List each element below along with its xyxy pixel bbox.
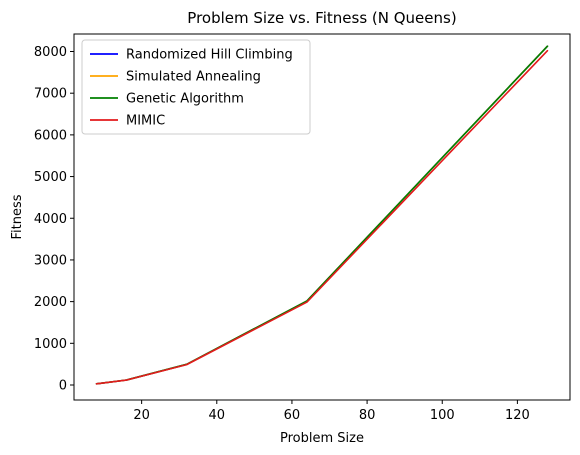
legend: Randomized Hill Climbing Simulated Anneal… xyxy=(81,39,311,135)
series-lines xyxy=(95,45,549,385)
legend-label: Simulated Annealing xyxy=(126,70,261,85)
y-tick-label: 0 xyxy=(59,378,67,393)
y-tick-label: 4000 xyxy=(34,212,67,227)
chart-title: Problem Size vs. Fitness (N Queens) xyxy=(187,9,456,27)
y-axis-label: Fitness xyxy=(10,194,25,239)
y-tick-label: 3000 xyxy=(34,253,67,268)
x-tick-label: 100 xyxy=(430,408,455,423)
x-axis: 20 40 60 80 100 120 xyxy=(133,400,530,423)
legend-label: Randomized Hill Climbing xyxy=(126,48,293,63)
x-tick-label: 80 xyxy=(359,408,376,423)
legend-box xyxy=(81,39,311,135)
y-tick-label: 8000 xyxy=(34,45,67,60)
y-axis: 0 1000 2000 3000 4000 5000 6000 7000 8000 xyxy=(34,45,74,393)
x-axis-label: Problem Size xyxy=(280,431,364,446)
x-tick-label: 40 xyxy=(209,408,226,423)
x-tick-label: 20 xyxy=(133,408,150,423)
legend-label: Genetic Algorithm xyxy=(126,92,244,107)
y-tick-label: 2000 xyxy=(34,295,67,310)
y-tick-label: 7000 xyxy=(34,87,67,102)
y-tick-label: 1000 xyxy=(34,337,67,352)
y-tick-label: 5000 xyxy=(34,170,67,185)
x-tick-label: 60 xyxy=(284,408,301,423)
y-tick-label: 6000 xyxy=(34,128,67,143)
x-tick-label: 120 xyxy=(505,408,530,423)
series-line-4 xyxy=(95,49,549,385)
legend-label: MIMIC xyxy=(126,114,165,129)
